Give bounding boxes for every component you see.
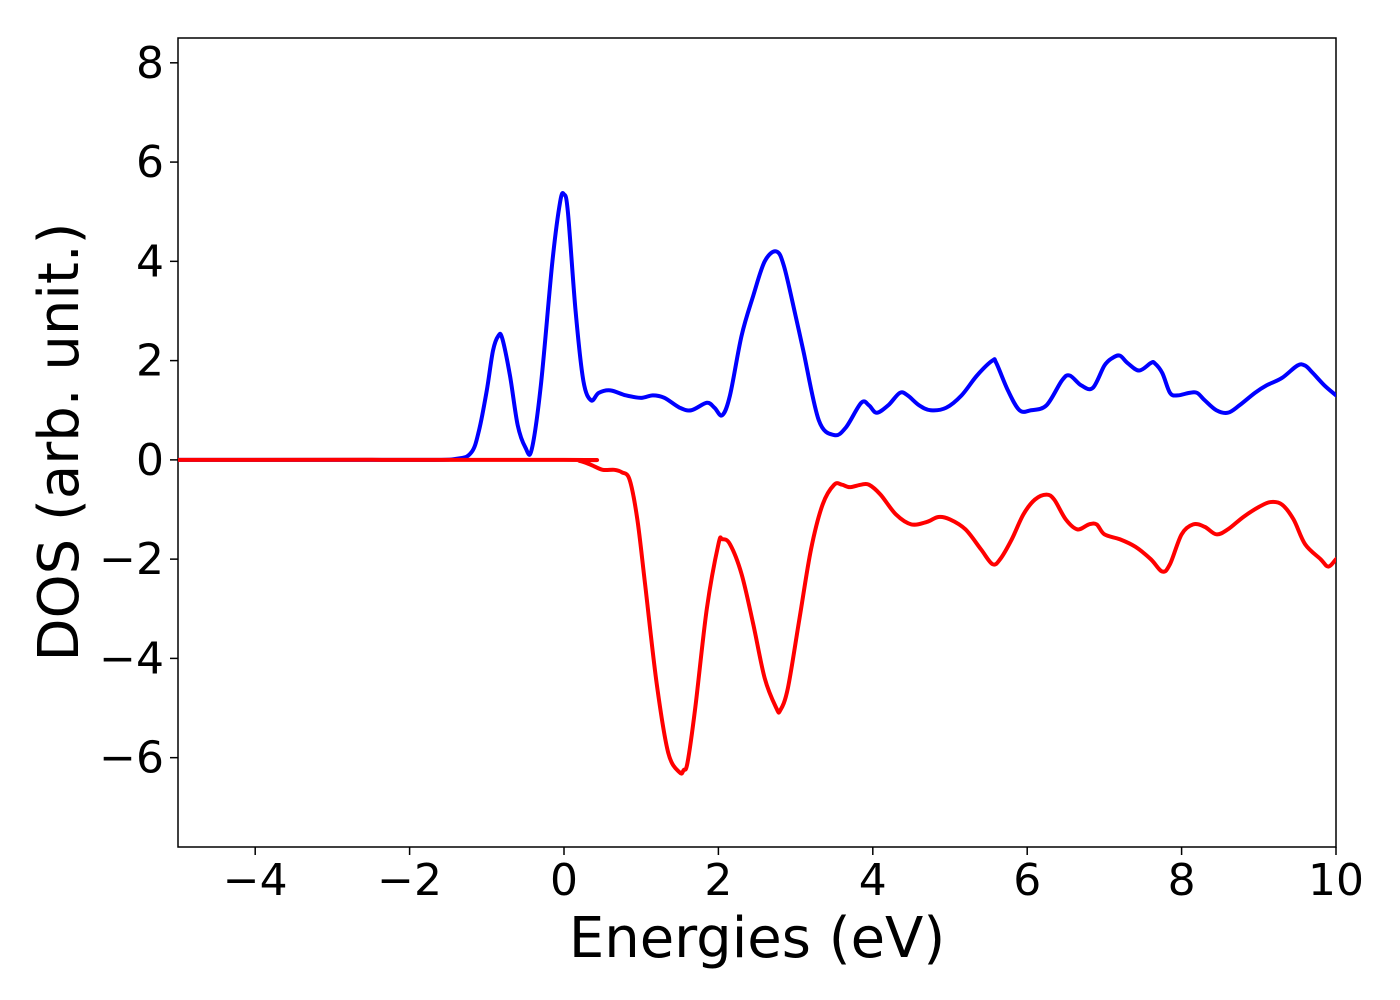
plot-frame (177, 37, 1337, 848)
red-dos-line (178, 457, 1336, 776)
y-axis-ticks: −6 −4 −2 0 2 4 6 8 (99, 38, 178, 784)
y-tick-label: −2 (99, 534, 164, 585)
y-tick-label: −6 (99, 733, 164, 784)
x-axis-ticks: −4 −2 0 2 4 6 8 10 (223, 847, 1364, 906)
y-tick-label: 8 (136, 38, 164, 89)
y-tick-label: 6 (136, 137, 164, 188)
x-axis-label: Energies (eV) (569, 906, 945, 971)
x-tick-label: 8 (1168, 855, 1196, 906)
y-axis-label: DOS (arb. unit.) (27, 222, 92, 661)
x-tick-label: 6 (1013, 855, 1041, 906)
x-tick-label: 4 (859, 855, 887, 906)
y-tick-label: 2 (136, 336, 164, 387)
blue-dos-line (178, 191, 1336, 462)
y-tick-label: 4 (136, 236, 164, 287)
x-tick-label: −2 (377, 855, 442, 906)
y-tick-label: 0 (136, 435, 164, 486)
x-tick-label: 10 (1308, 855, 1364, 906)
x-tick-label: 2 (704, 855, 732, 906)
x-tick-label: −4 (223, 855, 288, 906)
series-layer (178, 191, 1336, 776)
x-tick-label: 0 (550, 855, 578, 906)
y-tick-label: −4 (99, 633, 164, 684)
